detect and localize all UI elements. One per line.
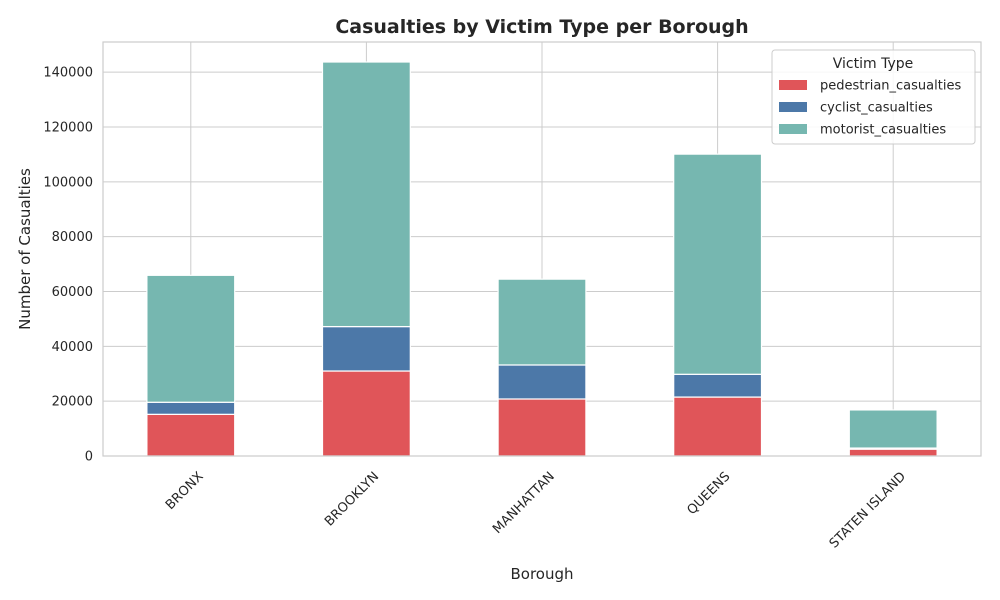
bar-segment-cyclist_casualties bbox=[673, 373, 763, 398]
bar-segment-motorist_casualties bbox=[146, 274, 236, 403]
y-tick-label: 40000 bbox=[52, 340, 93, 355]
x-tick-label: STATEN ISLAND bbox=[827, 469, 909, 551]
bar-segment-pedestrian_casualties bbox=[146, 413, 236, 457]
bar-segment-pedestrian_casualties bbox=[848, 448, 938, 457]
x-tick-label: BRONX bbox=[163, 469, 207, 513]
legend: Victim Type pedestrian_casualtiescyclist… bbox=[771, 49, 976, 145]
legend-title: Victim Type bbox=[833, 56, 913, 72]
legend-swatch bbox=[779, 102, 807, 112]
bar-segment-cyclist_casualties bbox=[321, 325, 411, 372]
bar-segment-motorist_casualties bbox=[673, 153, 763, 375]
bar-segment-pedestrian_casualties bbox=[673, 396, 763, 457]
x-axis-label: Borough bbox=[510, 565, 573, 583]
bar-segment-pedestrian_casualties bbox=[321, 370, 411, 457]
bar-segment-motorist_casualties bbox=[497, 278, 587, 366]
y-tick-label: 140000 bbox=[43, 66, 93, 81]
x-tick-label: BROOKLYN bbox=[322, 469, 382, 529]
bar-segment-pedestrian_casualties bbox=[497, 398, 587, 457]
y-tick-label: 80000 bbox=[52, 230, 93, 245]
x-tick-label: MANHATTAN bbox=[490, 469, 558, 537]
x-tick-labels: BRONX BROOKLYN MANHATTAN QUEENS STATEN ISLAN… bbox=[163, 469, 909, 551]
grid bbox=[103, 42, 981, 457]
chart-title: Casualties by Victim Type per Borough bbox=[335, 16, 748, 38]
legend-label: motorist_casualties bbox=[820, 123, 946, 138]
x-tick-label: QUEENS bbox=[685, 469, 734, 518]
bar-segment-motorist_casualties bbox=[848, 409, 938, 449]
y-tick-label: 20000 bbox=[52, 395, 93, 410]
y-tick-labels: 0 20000 40000 60000 80000 100000 120000 140000 bbox=[43, 66, 93, 465]
bar-segment-cyclist_casualties bbox=[146, 401, 236, 415]
plot-frame bbox=[102, 41, 982, 457]
legend-label: pedestrian_casualties bbox=[820, 79, 961, 94]
bar-segment-cyclist_casualties bbox=[497, 364, 587, 400]
bars bbox=[146, 61, 938, 457]
y-tick-label: 100000 bbox=[43, 175, 93, 190]
y-axis-label: Number of Casualties bbox=[16, 168, 34, 330]
legend-swatch bbox=[779, 80, 807, 90]
bar-segment-motorist_casualties bbox=[321, 61, 411, 328]
y-tick-label: 60000 bbox=[52, 285, 93, 300]
legend-label: cyclist_casualties bbox=[820, 101, 933, 116]
y-tick-label: 0 bbox=[85, 450, 93, 465]
legend-frame bbox=[771, 49, 976, 145]
y-tick-label: 120000 bbox=[43, 120, 93, 135]
legend-swatch bbox=[779, 124, 807, 134]
